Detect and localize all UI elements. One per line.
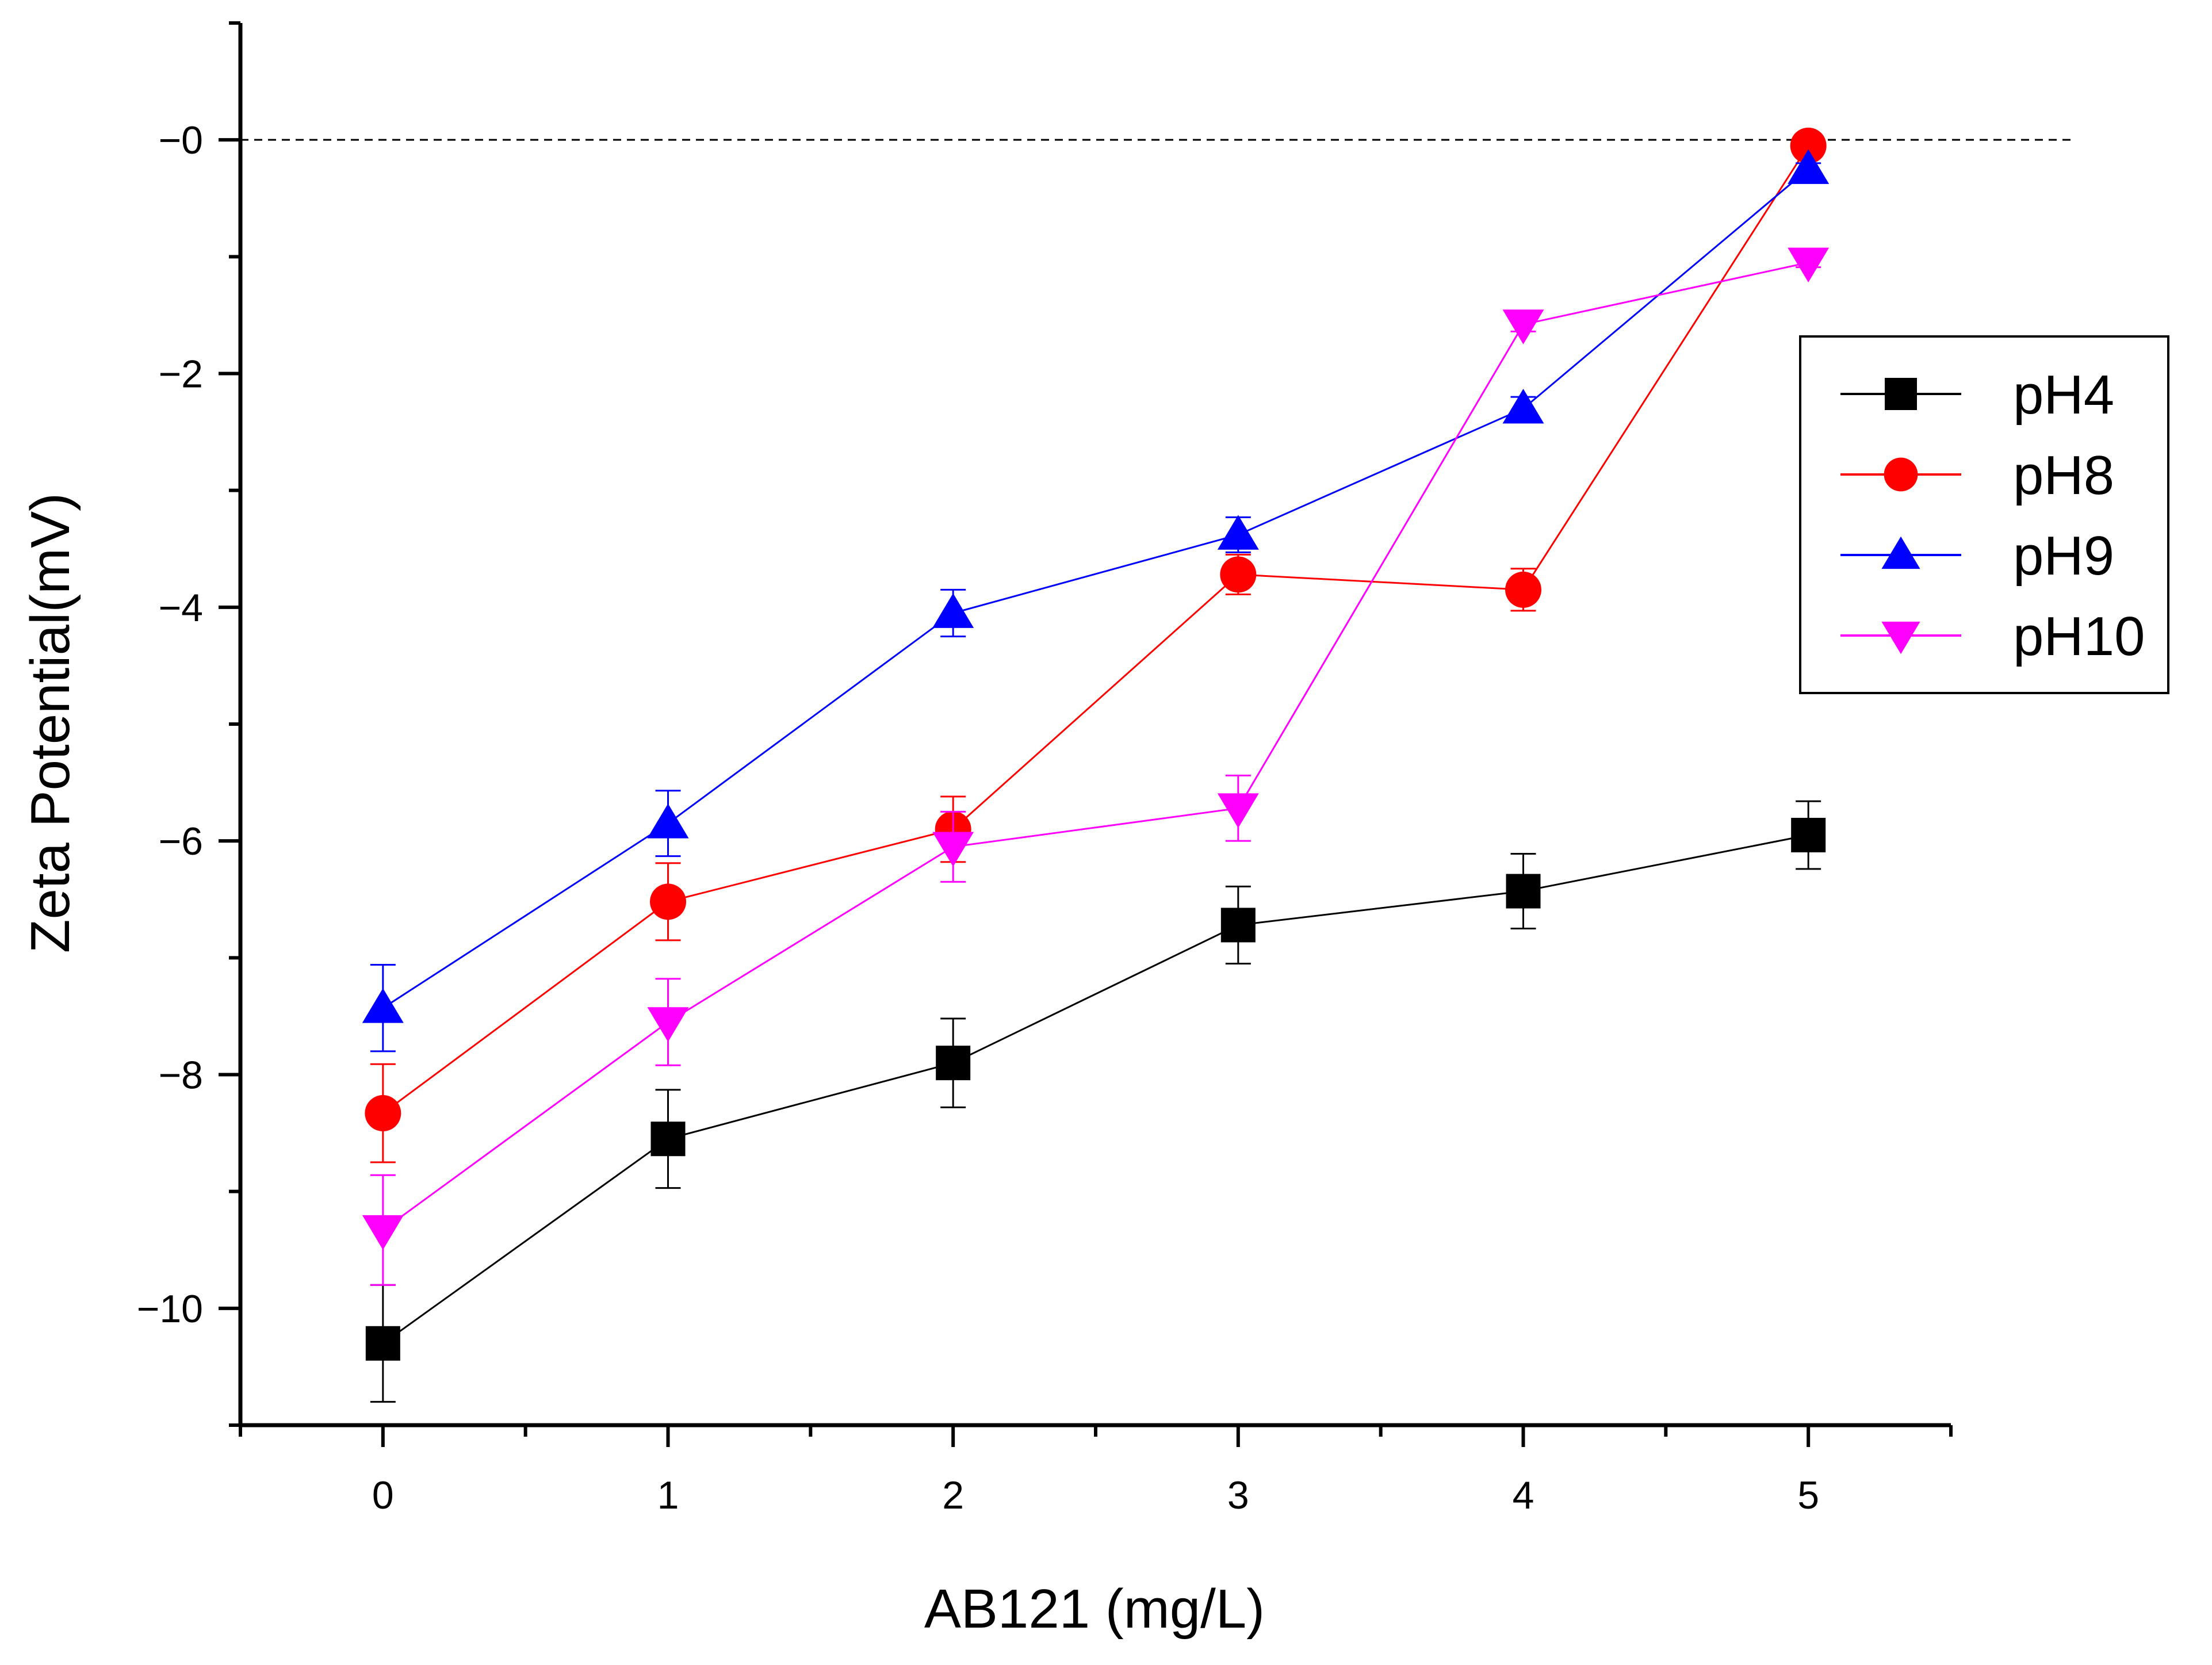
series-line-pH10: [382, 262, 1809, 1231]
data-point-pH9: [362, 988, 404, 1023]
x-tick-label: 2: [942, 1473, 964, 1517]
legend-marker-pH10: [1881, 621, 1920, 654]
y-tick-label: −8: [158, 1054, 203, 1097]
legend-label-pH9: pH9: [2013, 525, 2114, 587]
legend-label-pH4: pH4: [2013, 364, 2114, 426]
legend-label-pH8: pH8: [2013, 445, 2114, 506]
data-point-pH10: [362, 1215, 404, 1250]
data-point-pH9: [647, 803, 689, 839]
data-point-pH4: [936, 1046, 971, 1081]
series-pH4: [365, 800, 1826, 1403]
y-tick-label: −0: [158, 118, 203, 162]
data-point-pH8: [365, 1095, 401, 1132]
series-pH8: [365, 127, 1827, 1163]
legend: pH4 pH8 pH9 pH10: [1799, 335, 2169, 694]
y-tick-label: −4: [158, 586, 203, 630]
x-tick-label: 1: [657, 1473, 679, 1517]
legend-box: [1799, 335, 2169, 694]
data-point-pH8: [1220, 556, 1257, 593]
data-point-pH8: [650, 883, 686, 920]
series-line-pH9: [382, 168, 1809, 1009]
series-pH9: [362, 149, 1830, 1052]
series-line-pH8: [382, 145, 1809, 1114]
y-tick-label: −2: [158, 353, 203, 396]
data-point-pH10: [932, 832, 974, 867]
axes: 0 1 2 3 4 5 −0 −2 −4 −6 −8 −10: [137, 21, 1953, 1517]
legend-item-pH8: pH8: [1840, 445, 2114, 506]
data-point-pH4: [650, 1122, 686, 1157]
series-layer: [362, 127, 1830, 1403]
x-axis-title: AB121 (mg/L): [924, 1578, 1265, 1640]
legend-marker-pH4: [1885, 378, 1917, 410]
legend-marker-pH9: [1881, 536, 1920, 569]
data-point-pH4: [365, 1326, 400, 1361]
data-point-pH9: [932, 593, 974, 628]
data-point-pH8: [1505, 571, 1541, 608]
series-line-pH4: [382, 834, 1809, 1345]
data-point-pH9: [1502, 388, 1544, 424]
legend-item-pH10: pH10: [1840, 606, 2145, 667]
series-pH10: [362, 247, 1830, 1286]
data-point-pH10: [1788, 247, 1830, 282]
y-tick-label: −6: [158, 820, 203, 863]
legend-label-pH10: pH10: [2013, 606, 2145, 667]
data-point-pH9: [1788, 149, 1830, 184]
y-tick-label: −10: [137, 1287, 203, 1331]
x-tick-label: 5: [1797, 1473, 1819, 1517]
data-point-pH10: [647, 1007, 689, 1042]
legend-item-pH4: pH4: [1840, 364, 2114, 426]
data-point-pH4: [1506, 874, 1541, 909]
x-tick-label: 4: [1513, 1473, 1534, 1517]
data-point-pH8: [1790, 127, 1827, 164]
data-point-pH9: [1217, 515, 1259, 550]
x-tick-label: 0: [372, 1473, 394, 1517]
data-point-pH4: [1220, 908, 1256, 943]
legend-item-pH9: pH9: [1840, 525, 2114, 587]
y-axis-title: Zeta Potential(mV): [20, 493, 81, 953]
legend-marker-pH8: [1884, 457, 1918, 492]
data-point-pH4: [1791, 818, 1826, 853]
data-point-pH10: [1502, 309, 1544, 345]
data-point-pH10: [1217, 793, 1259, 828]
x-tick-label: 3: [1227, 1473, 1249, 1517]
